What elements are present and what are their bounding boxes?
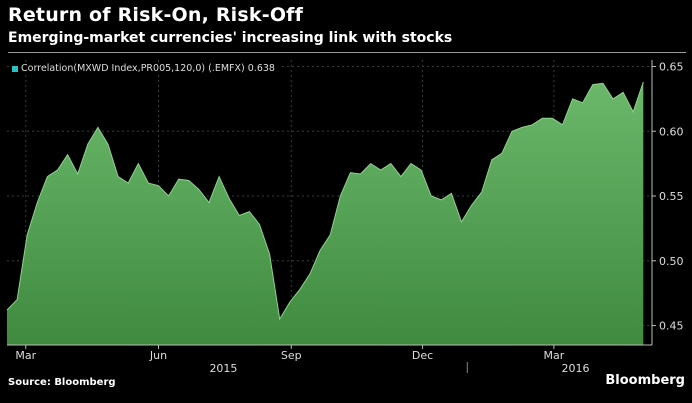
- year-label: 2016: [562, 362, 590, 373]
- x-tick-label: Mar: [15, 349, 36, 362]
- x-tick-label: Jun: [149, 349, 167, 362]
- series-area: [7, 82, 644, 345]
- y-tick-label: 0.60: [659, 125, 684, 138]
- x-tick-label: Mar: [543, 349, 564, 362]
- y-tick-label: 0.65: [659, 60, 684, 73]
- y-tick-label: 0.45: [659, 320, 684, 333]
- legend-series-name: Correlation(MXWD Index,PR005,120,0) (.EM…: [21, 63, 245, 74]
- legend-last-value: 0.638: [247, 63, 275, 74]
- legend-swatch: [12, 65, 18, 72]
- chart-subtitle: Emerging-market currencies' increasing l…: [8, 30, 453, 46]
- x-axis: Mar Jun Sep Dec Mar 2015 2016: [7, 344, 652, 373]
- brand-logo: Bloomberg: [605, 373, 685, 388]
- series-line: [6, 81, 644, 321]
- header-divider: [8, 52, 686, 53]
- y-axis: 0.45 0.50 0.55 0.60 0.65: [651, 60, 684, 345]
- correlation-area-chart: 0.45 0.50 0.55 0.60 0.65 Mar Jun Sep Dec Mar 2015…: [6, 60, 684, 373]
- y-tick-label: 0.55: [659, 190, 684, 203]
- y-tick-label: 0.50: [659, 255, 684, 268]
- year-label: 2015: [209, 362, 237, 373]
- legend: Correlation(MXWD Index,PR005,120,0) (.EM…: [10, 62, 279, 75]
- x-tick-label: Sep: [281, 349, 302, 362]
- chart-title: Return of Risk-On, Risk-Off: [8, 4, 304, 26]
- x-tick-label: Dec: [412, 349, 433, 362]
- source-note: Source: Bloomberg: [8, 377, 116, 388]
